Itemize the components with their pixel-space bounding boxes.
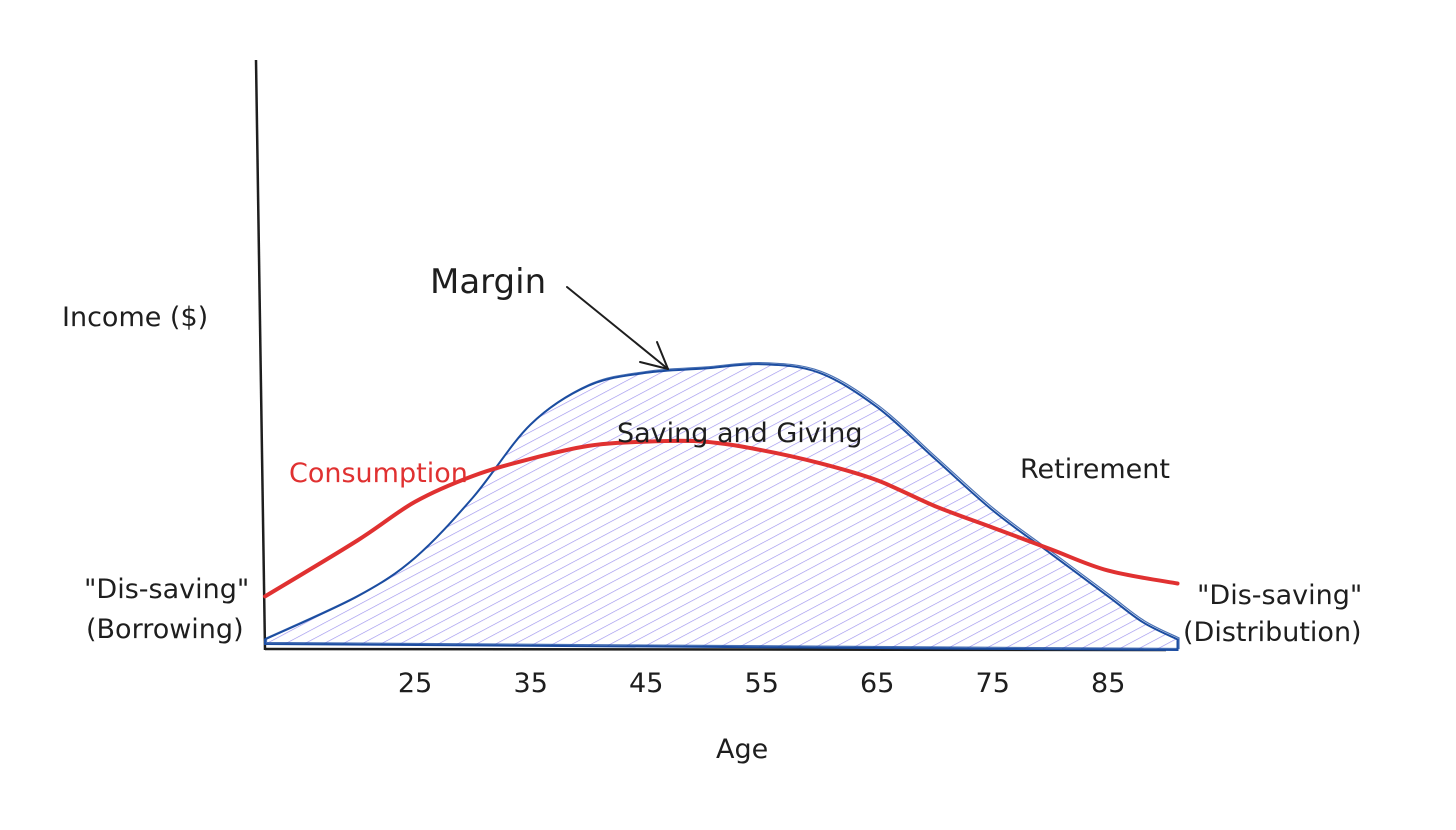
x-tick-label: 35 <box>514 668 548 699</box>
retirement-label: Retirement <box>1020 454 1170 485</box>
margin-arrow <box>566 286 669 370</box>
margin-label: Margin <box>430 262 546 302</box>
dissaving-right-label: "Dis-saving" <box>1197 580 1362 611</box>
income-area-group <box>264 362 1180 652</box>
x-tick-label: 65 <box>860 668 894 699</box>
consumption-label: Consumption <box>289 458 468 489</box>
x-tick-label: 85 <box>1091 668 1125 699</box>
distribution-label: (Distribution) <box>1183 617 1362 648</box>
y-axis <box>254 59 267 651</box>
saving-giving-label: Saving and Giving <box>617 418 863 449</box>
x-tick-label: 25 <box>398 668 432 699</box>
y-axis-label: Income ($) <box>62 302 208 333</box>
consumption-line <box>263 438 1180 599</box>
income-area-fill <box>265 364 1178 650</box>
borrowing-label: (Borrowing) <box>86 614 244 645</box>
dissaving-left-label: "Dis-saving" <box>84 574 249 605</box>
x-tick-label: 55 <box>745 668 779 699</box>
x-tick-labels: 25 35 45 55 65 75 85 <box>398 668 1125 699</box>
x-tick-label: 45 <box>629 668 663 699</box>
x-tick-label: 75 <box>976 668 1010 699</box>
income-area-outline-sketch <box>265 362 1180 650</box>
x-axis-label: Age <box>716 734 768 765</box>
